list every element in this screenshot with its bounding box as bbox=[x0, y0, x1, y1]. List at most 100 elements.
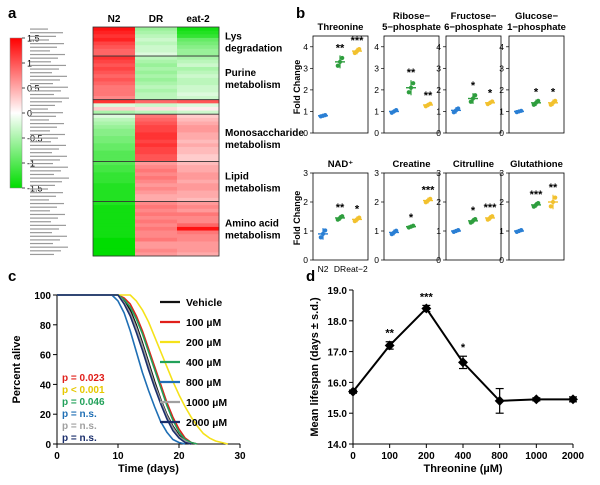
heatmap-cell bbox=[93, 212, 136, 217]
y-tick-label: 18.0 bbox=[328, 317, 348, 328]
row-label bbox=[30, 206, 57, 208]
heatmap-cell bbox=[135, 165, 178, 170]
data-point bbox=[421, 303, 432, 314]
heatmap-cell bbox=[177, 179, 220, 184]
heatmap-cell bbox=[135, 241, 178, 246]
y-tick-label: 2 bbox=[374, 197, 379, 207]
row-label bbox=[30, 86, 68, 88]
row-label bbox=[30, 64, 66, 67]
row-label bbox=[30, 97, 69, 99]
survival-panel: 0 10 20 30 0 20 40 60 80 100 Time (days) Percent al… bbox=[11, 291, 246, 475]
y-tick-label: 0 bbox=[436, 255, 441, 265]
heatmap-cell bbox=[93, 208, 136, 213]
heatmap-cell bbox=[93, 190, 136, 195]
heatmap-cell bbox=[177, 201, 220, 206]
heatmap-cell bbox=[135, 27, 178, 32]
row-label bbox=[30, 184, 55, 186]
row-label bbox=[30, 137, 58, 139]
heatmap-cell bbox=[177, 190, 220, 195]
heatmap-cell bbox=[177, 77, 220, 82]
x-tick-label: 0 bbox=[350, 451, 356, 462]
significance-mark: ** bbox=[385, 328, 394, 340]
heatmap-cell bbox=[93, 128, 136, 133]
subplot-title: 6−phosphate bbox=[444, 22, 503, 33]
heatmap-cell bbox=[93, 48, 136, 53]
row-label bbox=[30, 159, 60, 161]
x-tick-label: 800 bbox=[491, 451, 508, 462]
heatmap-cell bbox=[177, 110, 220, 115]
row-label bbox=[30, 126, 57, 128]
heatmap-cell bbox=[135, 106, 178, 112]
heatmap-cell bbox=[135, 179, 178, 184]
heatmap-cell bbox=[93, 168, 136, 173]
y-tick-label: 1 bbox=[499, 106, 504, 116]
y-tick-label: 0 bbox=[436, 128, 441, 138]
heatmap-cell bbox=[135, 96, 178, 101]
heatmap-cell bbox=[135, 176, 178, 181]
heatmap-cell bbox=[93, 205, 136, 210]
row-label bbox=[30, 199, 49, 201]
row-label bbox=[30, 224, 66, 226]
heatmap-cell bbox=[177, 56, 220, 61]
p-value-label: p = n.s. bbox=[62, 421, 97, 432]
heatmap-cell bbox=[135, 150, 178, 155]
data-point bbox=[394, 108, 399, 113]
heatmap-cell bbox=[93, 216, 136, 221]
p-value-label: p = n.s. bbox=[62, 409, 97, 420]
heatmap-cell bbox=[177, 128, 220, 133]
heatmap-cell bbox=[177, 85, 220, 90]
lifespan-line bbox=[352, 306, 573, 402]
heatmap-cell bbox=[93, 96, 136, 101]
heatmap-cell bbox=[177, 66, 220, 72]
row-label bbox=[30, 112, 63, 114]
data-point bbox=[323, 228, 328, 233]
y-tick-label: 3 bbox=[303, 168, 308, 178]
significance-mark: *** bbox=[530, 189, 544, 201]
heatmap-cell bbox=[93, 194, 136, 199]
heatmap-cell bbox=[135, 230, 178, 235]
panel-label-a: a bbox=[8, 5, 17, 22]
y-tick-label: 19.0 bbox=[328, 286, 348, 297]
heatmap-cell bbox=[177, 70, 220, 75]
survival-curve bbox=[57, 294, 186, 445]
data-point bbox=[357, 215, 362, 220]
legend-entry: 1000 µM bbox=[186, 397, 227, 409]
data-point bbox=[468, 99, 473, 104]
heatmap-cell bbox=[177, 125, 220, 130]
heatmap-cell bbox=[93, 154, 136, 159]
y-tick-label: 40 bbox=[40, 380, 52, 391]
heatmap-cell bbox=[93, 223, 136, 228]
heatmap-cell bbox=[135, 226, 178, 231]
y-tick-label: 2 bbox=[499, 85, 504, 95]
subplot-frame bbox=[383, 35, 440, 134]
data-point bbox=[428, 101, 433, 106]
heatmap-cell bbox=[135, 117, 178, 122]
row-label bbox=[30, 232, 52, 234]
y-tick-label: 3 bbox=[499, 63, 504, 73]
y-tick-label: 16.0 bbox=[328, 378, 348, 389]
colorbar-tick-label: 1 bbox=[27, 59, 32, 69]
data-point bbox=[568, 394, 578, 405]
row-label bbox=[30, 43, 64, 45]
heatmap-cell bbox=[135, 66, 178, 72]
heatmap-cell bbox=[93, 219, 136, 224]
heatmap-cell bbox=[177, 117, 220, 122]
survival-curve bbox=[57, 294, 192, 445]
heatmap-cell bbox=[177, 168, 220, 173]
y-tick-label: 2 bbox=[303, 85, 308, 95]
heatmap-cell bbox=[177, 223, 220, 228]
subplot-title: 5−phosphate bbox=[382, 22, 441, 33]
heatmap-cell bbox=[93, 85, 136, 90]
heatmap-cell bbox=[177, 197, 220, 202]
heatmap-cell bbox=[135, 194, 178, 199]
subplot-frame bbox=[383, 172, 440, 261]
heatmap-cell bbox=[93, 106, 136, 112]
row-label bbox=[30, 188, 48, 190]
subplot-title: Creatine bbox=[392, 159, 430, 170]
colorbar-tick-label: 0.5 bbox=[27, 84, 40, 94]
heatmap-cell bbox=[177, 88, 220, 93]
heatmap-cell bbox=[135, 48, 178, 53]
x-axis-label: Time (days) bbox=[118, 463, 179, 475]
p-value-label: p = 0.023 bbox=[62, 373, 105, 384]
